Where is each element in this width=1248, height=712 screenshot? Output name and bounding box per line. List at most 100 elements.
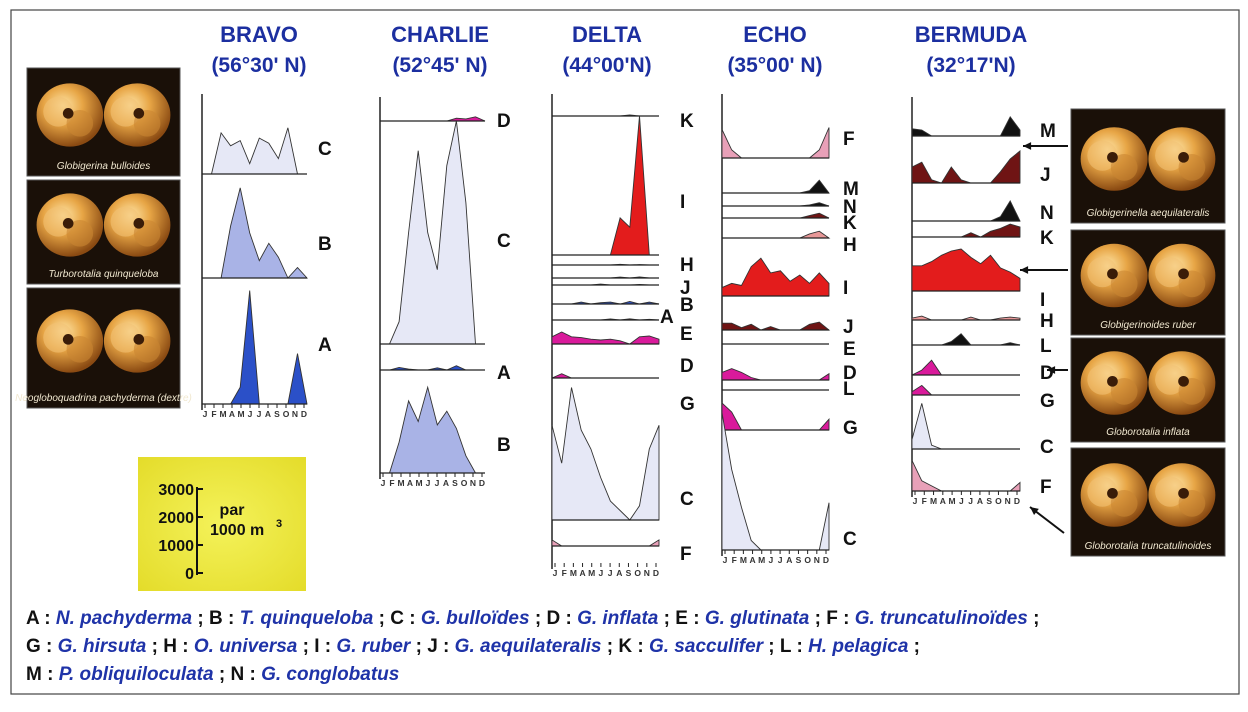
- pointer-arrow-icon: [1047, 366, 1068, 374]
- month-tick-label: A: [749, 555, 755, 565]
- specimen-photo: Globigerinella aequilateralis: [1070, 108, 1226, 224]
- series-label-bermuda-K: K: [1040, 228, 1054, 249]
- month-tick-label: F: [732, 555, 737, 565]
- legend-line-3: M : P. obliquiloculata ; N : G. congloba…: [26, 664, 399, 686]
- series-label-delta-E: E: [680, 324, 693, 345]
- series-area-bermuda-G: [911, 384, 1020, 396]
- month-tick-label: J: [968, 496, 973, 506]
- month-tick-label: A: [940, 496, 946, 506]
- series-area-delta-D: [551, 331, 660, 345]
- series-area-delta-I: [552, 115, 659, 256]
- specimen-photo: Globorotalia truncatulinoides: [1070, 447, 1226, 557]
- legend-species-name: T. quinqueloba: [239, 608, 374, 629]
- month-tick-label: J: [599, 568, 604, 578]
- series-label-delta-C: C: [680, 489, 694, 510]
- series-label-echo-D: D: [843, 363, 857, 384]
- legend-species-name: G. truncatulinoïdes: [854, 608, 1028, 629]
- month-tick-label: J: [553, 568, 558, 578]
- series-label-bravo-B: B: [318, 234, 332, 255]
- legend-code: ;: [908, 636, 921, 657]
- legend-species-name: O. universa: [193, 636, 298, 657]
- month-tick-label: J: [959, 496, 964, 506]
- series-label-bermuda-C: C: [1040, 437, 1054, 458]
- series-area-bermuda-D: [911, 359, 1020, 376]
- month-tick-label: A: [616, 568, 622, 578]
- series-label-echo-J: J: [843, 317, 854, 338]
- series-area-echo-K: [722, 212, 830, 219]
- series-area-charlie-D: [380, 116, 486, 122]
- series-label-bermuda-N: N: [1040, 203, 1054, 224]
- month-tick-label: O: [634, 568, 641, 578]
- month-tick-label: A: [786, 555, 792, 565]
- series-area-echo-M: [722, 179, 830, 194]
- legend-species-name: G. sacculifer: [648, 636, 764, 657]
- series-area-bermuda-L: [912, 333, 1021, 346]
- legend-code: ; F :: [809, 608, 855, 629]
- scale-unit-exponent: 3: [276, 518, 282, 530]
- specimen-photo: Neogloboquadrina pachyderma (dextre): [15, 287, 192, 409]
- month-tick-label: O: [995, 496, 1002, 506]
- series-area-charlie-A: [380, 365, 485, 371]
- station-latitude-bermuda: (32°17'N): [926, 54, 1015, 77]
- specimen-caption: Turborotalia quinqueloba: [49, 269, 159, 280]
- legend-code: ; L :: [763, 636, 809, 657]
- series-label-delta-K: K: [680, 111, 694, 132]
- month-tick-label: J: [778, 555, 783, 565]
- specimen-photo: Globigerina bulloides: [26, 67, 181, 177]
- month-tick-label: S: [626, 568, 632, 578]
- legend-species-name: G. bulloïdes: [420, 608, 530, 629]
- month-tick-label: N: [470, 478, 476, 488]
- legend-species-name: G. glutinata: [704, 608, 810, 629]
- series-label-bermuda-F: F: [1040, 477, 1052, 498]
- month-tick-label: S: [986, 496, 992, 506]
- series-label-delta-D: D: [680, 356, 694, 377]
- specimen-caption: Globigerinoides ruber: [1100, 320, 1196, 331]
- series-label-echo-M: M: [843, 179, 859, 200]
- specimen-caption: Neogloboquadrina pachyderma (dextre): [15, 393, 192, 404]
- pointer-arrow-icon: [1029, 506, 1065, 534]
- month-tick-label: F: [922, 496, 927, 506]
- series-label-delta-H: H: [680, 255, 694, 276]
- month-tick-label: D: [301, 409, 307, 419]
- station-latitude-bravo: (56°30' N): [211, 54, 306, 77]
- series-area-bermuda-F: [911, 460, 1021, 492]
- series-label-delta-B: B: [680, 295, 694, 316]
- series-area-bermuda-I: [911, 248, 1021, 292]
- legend-species-name: P. obliquiloculata: [58, 664, 214, 685]
- series-area-delta-C: [551, 387, 660, 521]
- month-tick-label: A: [407, 478, 413, 488]
- series-area-echo-D: [721, 368, 830, 381]
- month-tick-label: M: [397, 478, 404, 488]
- series-area-bravo-C: [202, 127, 307, 175]
- series-label-delta-A: A: [660, 307, 674, 328]
- legend-species-name: G. conglobatus: [261, 664, 400, 685]
- legend-code: ; I :: [297, 636, 337, 657]
- series-label-charlie-B: B: [497, 435, 511, 456]
- month-tick-label: M: [570, 568, 577, 578]
- month-tick-label: N: [292, 409, 298, 419]
- legend-code: ; J :: [410, 636, 455, 657]
- station-name-bermuda: BERMUDA: [915, 22, 1028, 47]
- month-tick-label: J: [608, 568, 613, 578]
- station-name-bravo: BRAVO: [220, 22, 298, 47]
- month-tick-label: A: [265, 409, 271, 419]
- month-tick-label: J: [769, 555, 774, 565]
- specimen-caption: Globorotalia truncatulinoides: [1085, 541, 1212, 552]
- legend-species-name: G. inflata: [577, 608, 659, 629]
- series-label-delta-G: G: [680, 394, 695, 415]
- month-tick-label: A: [977, 496, 983, 506]
- series-area-delta-F: [551, 539, 660, 547]
- month-tick-label: N: [814, 555, 820, 565]
- station-latitude-delta: (44°00'N): [562, 54, 651, 77]
- series-area-bermuda-M: [911, 115, 1021, 137]
- month-tick-label: J: [913, 496, 918, 506]
- scale-bar-box: 3000 2000 1000 0 par 1000 m 3: [138, 457, 306, 591]
- month-tick-label: F: [211, 409, 216, 419]
- scale-tick-label: 2000: [158, 510, 194, 527]
- series-label-echo-E: E: [843, 339, 856, 360]
- month-tick-label: J: [426, 478, 431, 488]
